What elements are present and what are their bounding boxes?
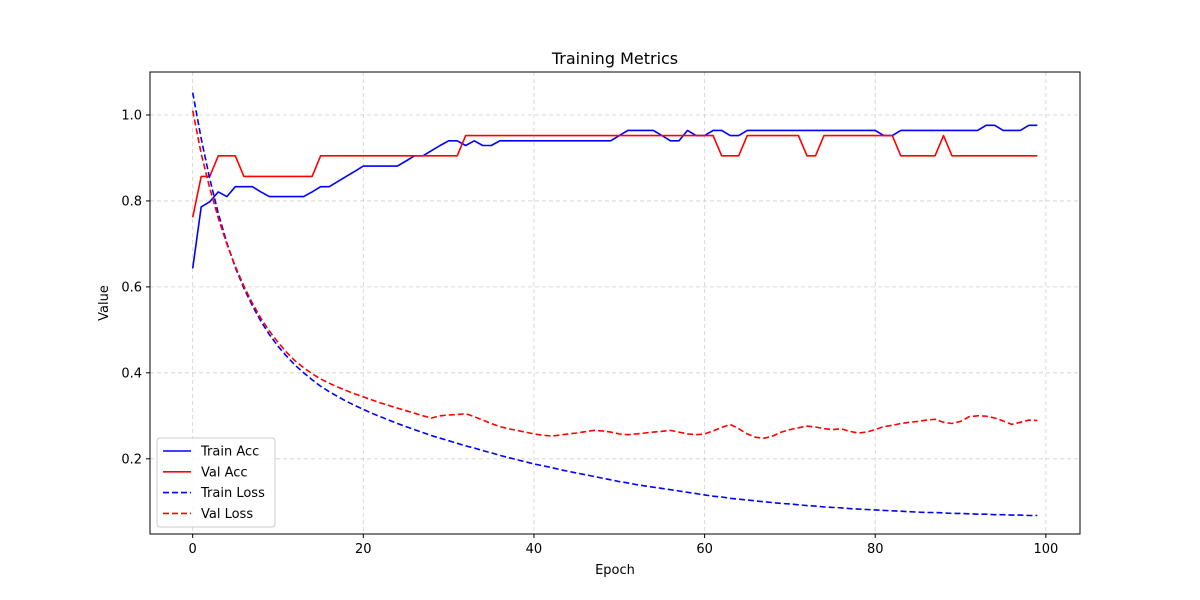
- train-acc-legend-label: Train Acc: [200, 445, 259, 460]
- chart-title: Training Metrics: [551, 49, 678, 68]
- x-tick-label: 40: [526, 542, 543, 557]
- x-tick-label: 0: [189, 542, 197, 557]
- plot-lines: [191, 92, 1038, 517]
- legend-items: Train Acc Val Acc Train Loss Val Loss: [163, 445, 265, 522]
- x-tick-label: 20: [355, 542, 372, 557]
- x-axis-ticks: 0 20 40 60 80 100: [189, 534, 1058, 557]
- y-tick-label: 0.2: [121, 452, 142, 467]
- train-acc-line: [191, 124, 1038, 269]
- val-loss-legend-label: Val Loss: [201, 507, 253, 522]
- x-tick-label: 80: [867, 542, 884, 557]
- y-tick-label: 1.0: [121, 108, 142, 123]
- plot-frame: [149, 71, 1081, 535]
- x-tick-label: 100: [1033, 542, 1058, 557]
- train-loss-line: [191, 92, 1038, 517]
- x-tick-label: 60: [696, 542, 713, 557]
- legend-box: [156, 437, 276, 528]
- y-axis-label: Value: [97, 285, 112, 321]
- val-loss-line: [191, 110, 1038, 439]
- val-acc-legend-label: Val Acc: [201, 465, 248, 480]
- y-tick-label: 0.8: [121, 194, 142, 209]
- x-axis-label: Epoch: [595, 563, 635, 578]
- val-acc-line: [191, 134, 1038, 218]
- y-axis-ticks: 0.2 0.4 0.6 0.8 1.0: [121, 108, 150, 467]
- legend: Train Acc Val Acc Train Loss Val Loss: [156, 437, 276, 528]
- grid: [150, 72, 1080, 534]
- y-tick-label: 0.6: [121, 280, 142, 295]
- y-tick-label: 0.4: [121, 366, 142, 381]
- train-loss-legend-label: Train Loss: [200, 486, 265, 501]
